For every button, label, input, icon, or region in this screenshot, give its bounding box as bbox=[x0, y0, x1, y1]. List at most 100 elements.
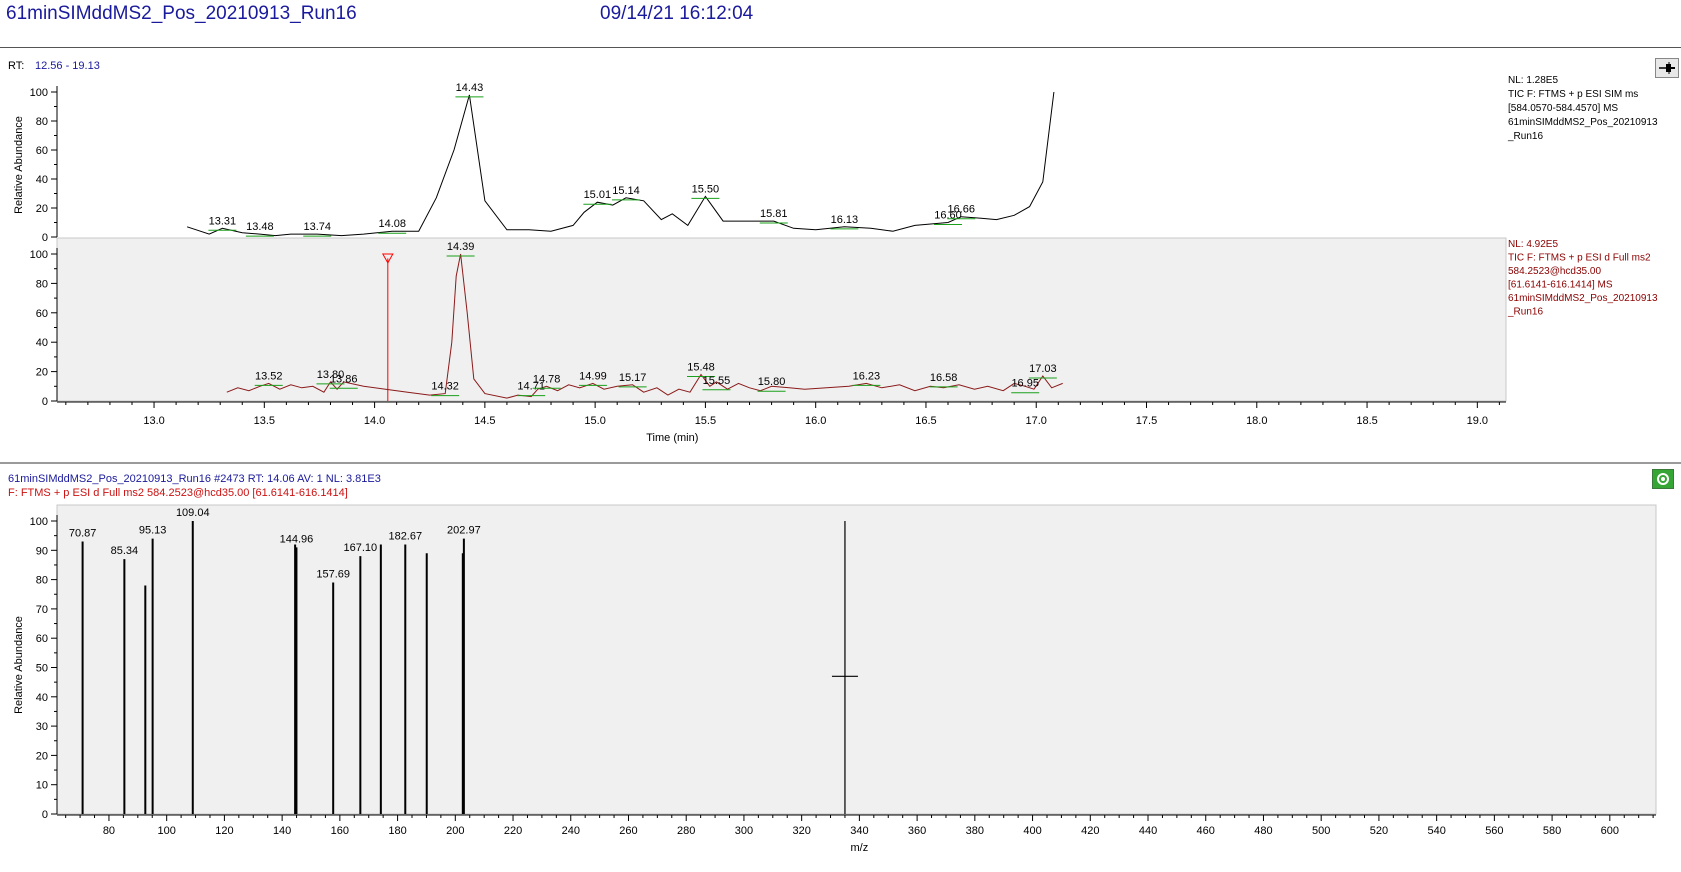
spectrum-peak-label: 109.04 bbox=[176, 507, 210, 519]
top-peak-label: 14.43 bbox=[456, 82, 484, 94]
spectrum-x-tick-label: 260 bbox=[619, 825, 637, 837]
spectrum-x-tick-label: 140 bbox=[273, 825, 291, 837]
spectrum-y-tick-label: 70 bbox=[36, 604, 48, 616]
spectrum-y-tick-label: 50 bbox=[36, 663, 48, 675]
bottom-trace-info-line: _Run16 bbox=[1507, 307, 1543, 318]
spectrum-x-tick-label: 300 bbox=[735, 825, 753, 837]
pin-icon[interactable] bbox=[1655, 58, 1679, 78]
chromatogram-x-tick-label: 15.5 bbox=[695, 415, 716, 427]
spectrum-x-tick-label: 420 bbox=[1081, 825, 1099, 837]
spectrum-y-tick-label: 10 bbox=[36, 780, 48, 792]
spectrum-x-tick-label: 500 bbox=[1312, 825, 1330, 837]
bottom-peak-label: 14.39 bbox=[447, 241, 475, 253]
spectrum-peak-label: 167.10 bbox=[344, 542, 378, 554]
view-icon[interactable] bbox=[1652, 469, 1674, 489]
top-trace-info-line: _Run16 bbox=[1507, 131, 1543, 142]
spectrum-x-tick-label: 80 bbox=[103, 825, 115, 837]
bottom-peak-label: 16.23 bbox=[853, 370, 881, 382]
spectrum-peak-label: 95.13 bbox=[139, 525, 167, 537]
top-y-tick-label: 40 bbox=[36, 174, 48, 186]
top-peak-label: 13.48 bbox=[246, 221, 274, 233]
top-trace-info-line: TIC F: FTMS + p ESI SIM ms bbox=[1508, 89, 1638, 100]
chromatogram-x-tick-label: 16.5 bbox=[915, 415, 936, 427]
bottom-trace-info-line: [61.6141-616.1414] MS bbox=[1508, 280, 1613, 291]
top-y-tick-label: 60 bbox=[36, 145, 48, 157]
top-peak-label: 13.74 bbox=[303, 221, 331, 233]
top-trace-info-line: 61minSIMddMS2_Pos_20210913 bbox=[1508, 117, 1658, 128]
bottom-tic-trace bbox=[226, 253, 1063, 399]
bottom-trace-background bbox=[56, 237, 1507, 402]
top-trace-info-line: NL: 1.28E5 bbox=[1508, 75, 1558, 86]
bottom-y-tick-label: 0 bbox=[42, 396, 48, 408]
chromatogram-x-tick-label: 13.0 bbox=[143, 415, 164, 427]
chromatogram-x-tick-label: 17.0 bbox=[1026, 415, 1047, 427]
top-peak-label: 14.08 bbox=[378, 218, 406, 230]
bottom-peak-label: 15.17 bbox=[619, 372, 647, 384]
spectrum-x-tick-label: 580 bbox=[1543, 825, 1561, 837]
bottom-peak-label: 15.55 bbox=[703, 375, 731, 387]
spectrum-x-tick-label: 520 bbox=[1370, 825, 1388, 837]
bottom-peak-label: 15.48 bbox=[687, 362, 715, 374]
spectrum-x-tick-label: 480 bbox=[1254, 825, 1272, 837]
spectrum-x-tick-label: 160 bbox=[331, 825, 349, 837]
spectrum-y-tick-label: 30 bbox=[36, 721, 48, 733]
top-peak-label: 15.14 bbox=[612, 185, 640, 197]
spectrum-peak-label: 157.69 bbox=[316, 569, 350, 581]
spectrum-x-tick-label: 280 bbox=[677, 825, 695, 837]
spectrum-y-tick-label: 0 bbox=[42, 809, 48, 821]
spectrum-x-tick-label: 600 bbox=[1601, 825, 1619, 837]
spectrum-peak-label: 144.96 bbox=[280, 533, 314, 545]
spectrum-x-tick-label: 100 bbox=[157, 825, 175, 837]
spectrum-x-label: m/z bbox=[851, 842, 869, 854]
bottom-peak-label: 14.78 bbox=[533, 373, 561, 385]
scan-header-line: 61minSIMddMS2_Pos_20210913_Run16 #2473 R… bbox=[8, 473, 381, 485]
rt-range: 12.56 - 19.13 bbox=[35, 60, 100, 72]
top-peak-label: 13.31 bbox=[209, 215, 237, 227]
chromatogram-x-label: Time (min) bbox=[646, 432, 698, 444]
top-peak-label: 16.66 bbox=[947, 204, 975, 216]
spectrum-x-tick-label: 340 bbox=[850, 825, 868, 837]
chromatogram-x-tick-label: 13.5 bbox=[254, 415, 275, 427]
top-y-tick-label: 0 bbox=[42, 232, 48, 244]
spectrum-x-tick-label: 380 bbox=[966, 825, 984, 837]
chromatogram-x-tick-label: 17.5 bbox=[1136, 415, 1157, 427]
top-peak-label: 15.81 bbox=[760, 208, 788, 220]
spectrum-y-label: Relative Abundance bbox=[13, 616, 25, 714]
spectrum-peak-label: 70.87 bbox=[69, 528, 97, 540]
bottom-peak-label: 13.80 bbox=[317, 369, 345, 381]
acquisition-datetime: 09/14/21 16:12:04 bbox=[600, 3, 754, 24]
mass-spectrum-plot[interactable]: 61minSIMddMS2_Pos_20210913_Run16 #2473 R… bbox=[0, 465, 1681, 872]
spectrum-x-tick-label: 360 bbox=[908, 825, 926, 837]
spectrum-y-tick-label: 100 bbox=[30, 516, 48, 528]
spectrum-x-tick-label: 540 bbox=[1427, 825, 1445, 837]
spectrum-pane[interactable]: 61minSIMddMS2_Pos_20210913_Run16 #2473 R… bbox=[0, 465, 1681, 872]
chromatogram-x-tick-label: 18.0 bbox=[1246, 415, 1267, 427]
chromatogram-x-tick-label: 15.0 bbox=[584, 415, 605, 427]
raw-file-title: 61minSIMddMS2_Pos_20210913_Run16 bbox=[6, 3, 357, 24]
bottom-peak-label: 14.99 bbox=[579, 370, 607, 382]
bottom-y-tick-label: 60 bbox=[36, 308, 48, 320]
chromatogram-x-tick-label: 14.5 bbox=[474, 415, 495, 427]
top-trace-info-line: [584.0570-584.4570] MS bbox=[1508, 103, 1618, 114]
spectrum-x-tick-label: 200 bbox=[446, 825, 464, 837]
spectrum-x-tick-label: 120 bbox=[215, 825, 233, 837]
bottom-peak-label: 16.95 bbox=[1011, 378, 1039, 390]
top-tic-trace bbox=[186, 91, 1055, 237]
spectrum-x-tick-label: 440 bbox=[1139, 825, 1157, 837]
spectrum-x-tick-label: 320 bbox=[792, 825, 810, 837]
chromatogram-x-tick-label: 19.0 bbox=[1467, 415, 1488, 427]
chromatogram-pane[interactable]: RT: 12.56 - 19.13 0 0 20 20 40 40 60 60 80 80 100 100… bbox=[0, 49, 1681, 464]
rt-prefix: RT: bbox=[8, 60, 24, 72]
scan-marker-triangle bbox=[381, 253, 394, 264]
bottom-y-tick-label: 20 bbox=[36, 367, 48, 379]
top-peak-label: 15.01 bbox=[584, 189, 612, 201]
top-y-tick-label: 80 bbox=[36, 116, 48, 128]
spectrum-y-tick-label: 90 bbox=[36, 545, 48, 557]
spectrum-y-tick-label: 80 bbox=[36, 575, 48, 587]
bottom-trace-info-line: 61minSIMddMS2_Pos_20210913 bbox=[1508, 293, 1658, 304]
bottom-peak-label: 16.58 bbox=[930, 372, 958, 384]
chromatogram-plot[interactable]: RT: 12.56 - 19.13 0 0 20 20 40 40 60 60 80 80 100 100… bbox=[0, 49, 1681, 462]
bottom-y-tick-label: 40 bbox=[36, 337, 48, 349]
spectrum-x-tick-label: 220 bbox=[504, 825, 522, 837]
spectrum-peak-label: 182.67 bbox=[388, 530, 422, 542]
